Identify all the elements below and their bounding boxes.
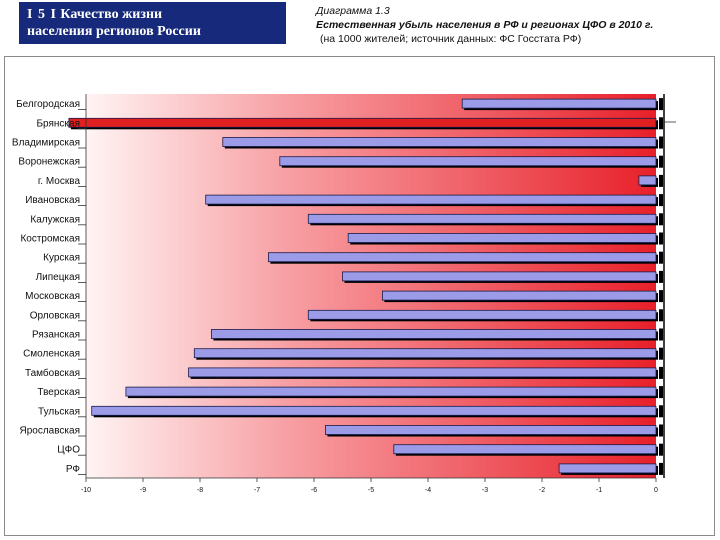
bar [91,405,657,416]
bar-end-cap [659,443,663,456]
bar-end-cap [659,386,663,399]
x-tick-label: -6 [311,487,317,494]
plot-area [86,94,656,478]
bar [393,444,657,455]
x-tick-label: -2 [539,487,545,494]
x-tick-label: -7 [254,487,260,494]
bar-end-cap [659,174,663,187]
category-label: Владимирская [12,138,80,149]
bar [68,117,657,128]
category-label: г. Москва [38,176,81,187]
chart-title: Естественная убыль населения в РФ и реги… [316,19,654,31]
category-label: Калужская [30,214,80,225]
category-label: Московская [25,291,80,302]
category-label: Ивановская [25,195,80,206]
bar [342,271,657,282]
bar-end-cap [659,155,663,168]
category-label: Липецкая [36,272,80,283]
bar-end-cap [659,213,663,226]
category-label: Орловская [30,310,80,321]
bar-end-cap [659,290,663,303]
category-label: Костромская [20,234,80,245]
bar [279,156,657,167]
section-title-line1: I 5 I Качество жизни [27,6,278,23]
category-label: ЦФО [57,445,80,456]
section-title: Качество жизни [60,7,163,22]
x-tick-label: -5 [368,487,374,494]
category-label: Белгородская [16,99,80,110]
bar [638,175,657,186]
bar [347,233,657,243]
section-title-line2: населения регионов России [27,24,201,39]
bar [188,367,657,378]
section-number: I 5 I [27,7,57,22]
x-tick-label: -4 [425,487,431,494]
x-tick-label: 0 [654,487,658,494]
bar-end-cap [659,98,663,111]
bar-end-cap [659,347,663,360]
diagram-label: Диаграмма 1.3 [316,5,390,17]
category-label: Тульская [38,406,80,417]
x-tick-label: -3 [482,487,488,494]
bar-end-cap [659,251,663,264]
bar [307,309,657,320]
bar [324,425,657,435]
bar [558,463,657,474]
section-header: I 5 I Качество жизни населения регионов … [19,2,286,44]
x-tick-label: -9 [140,487,146,494]
bar-end-cap [659,405,663,418]
bar [193,348,657,359]
bar-end-cap [659,366,663,379]
bar-end-cap [659,270,663,283]
category-label: РФ [66,464,81,475]
chart-frame [4,56,715,536]
category-label: Смоленская [23,349,80,360]
bar-end-cap [659,117,663,130]
category-label: Воронежская [18,157,80,168]
bar-end-cap [659,194,663,207]
bar [125,386,657,397]
bar-end-cap [659,136,663,149]
bar [205,194,657,205]
category-label: Тамбовская [25,367,80,379]
category-label: Тверская [37,387,80,398]
chart-subtitle: (на 1000 жителей; источник данных: ФС Го… [320,33,582,45]
x-tick-label: -1 [596,487,602,494]
bar-end-cap [659,462,663,475]
bar-end-cap [659,424,663,437]
bar-end-cap [659,309,663,322]
category-label: Курская [43,253,80,264]
x-tick-label: -8 [197,487,203,494]
bar [461,98,657,109]
bar [267,252,657,263]
category-label: Ярославская [19,426,80,437]
bar-end-cap [659,328,663,341]
bar [222,137,657,147]
bar [210,329,657,339]
category-label: Брянская [36,118,80,129]
bar [307,213,657,224]
bar-end-cap [659,232,663,245]
x-tick-label: -10 [81,487,91,494]
bar [381,290,657,301]
chart-caption: Диаграмма 1.3 Естественная убыль населен… [316,4,716,46]
category-label: Рязанская [32,330,80,341]
